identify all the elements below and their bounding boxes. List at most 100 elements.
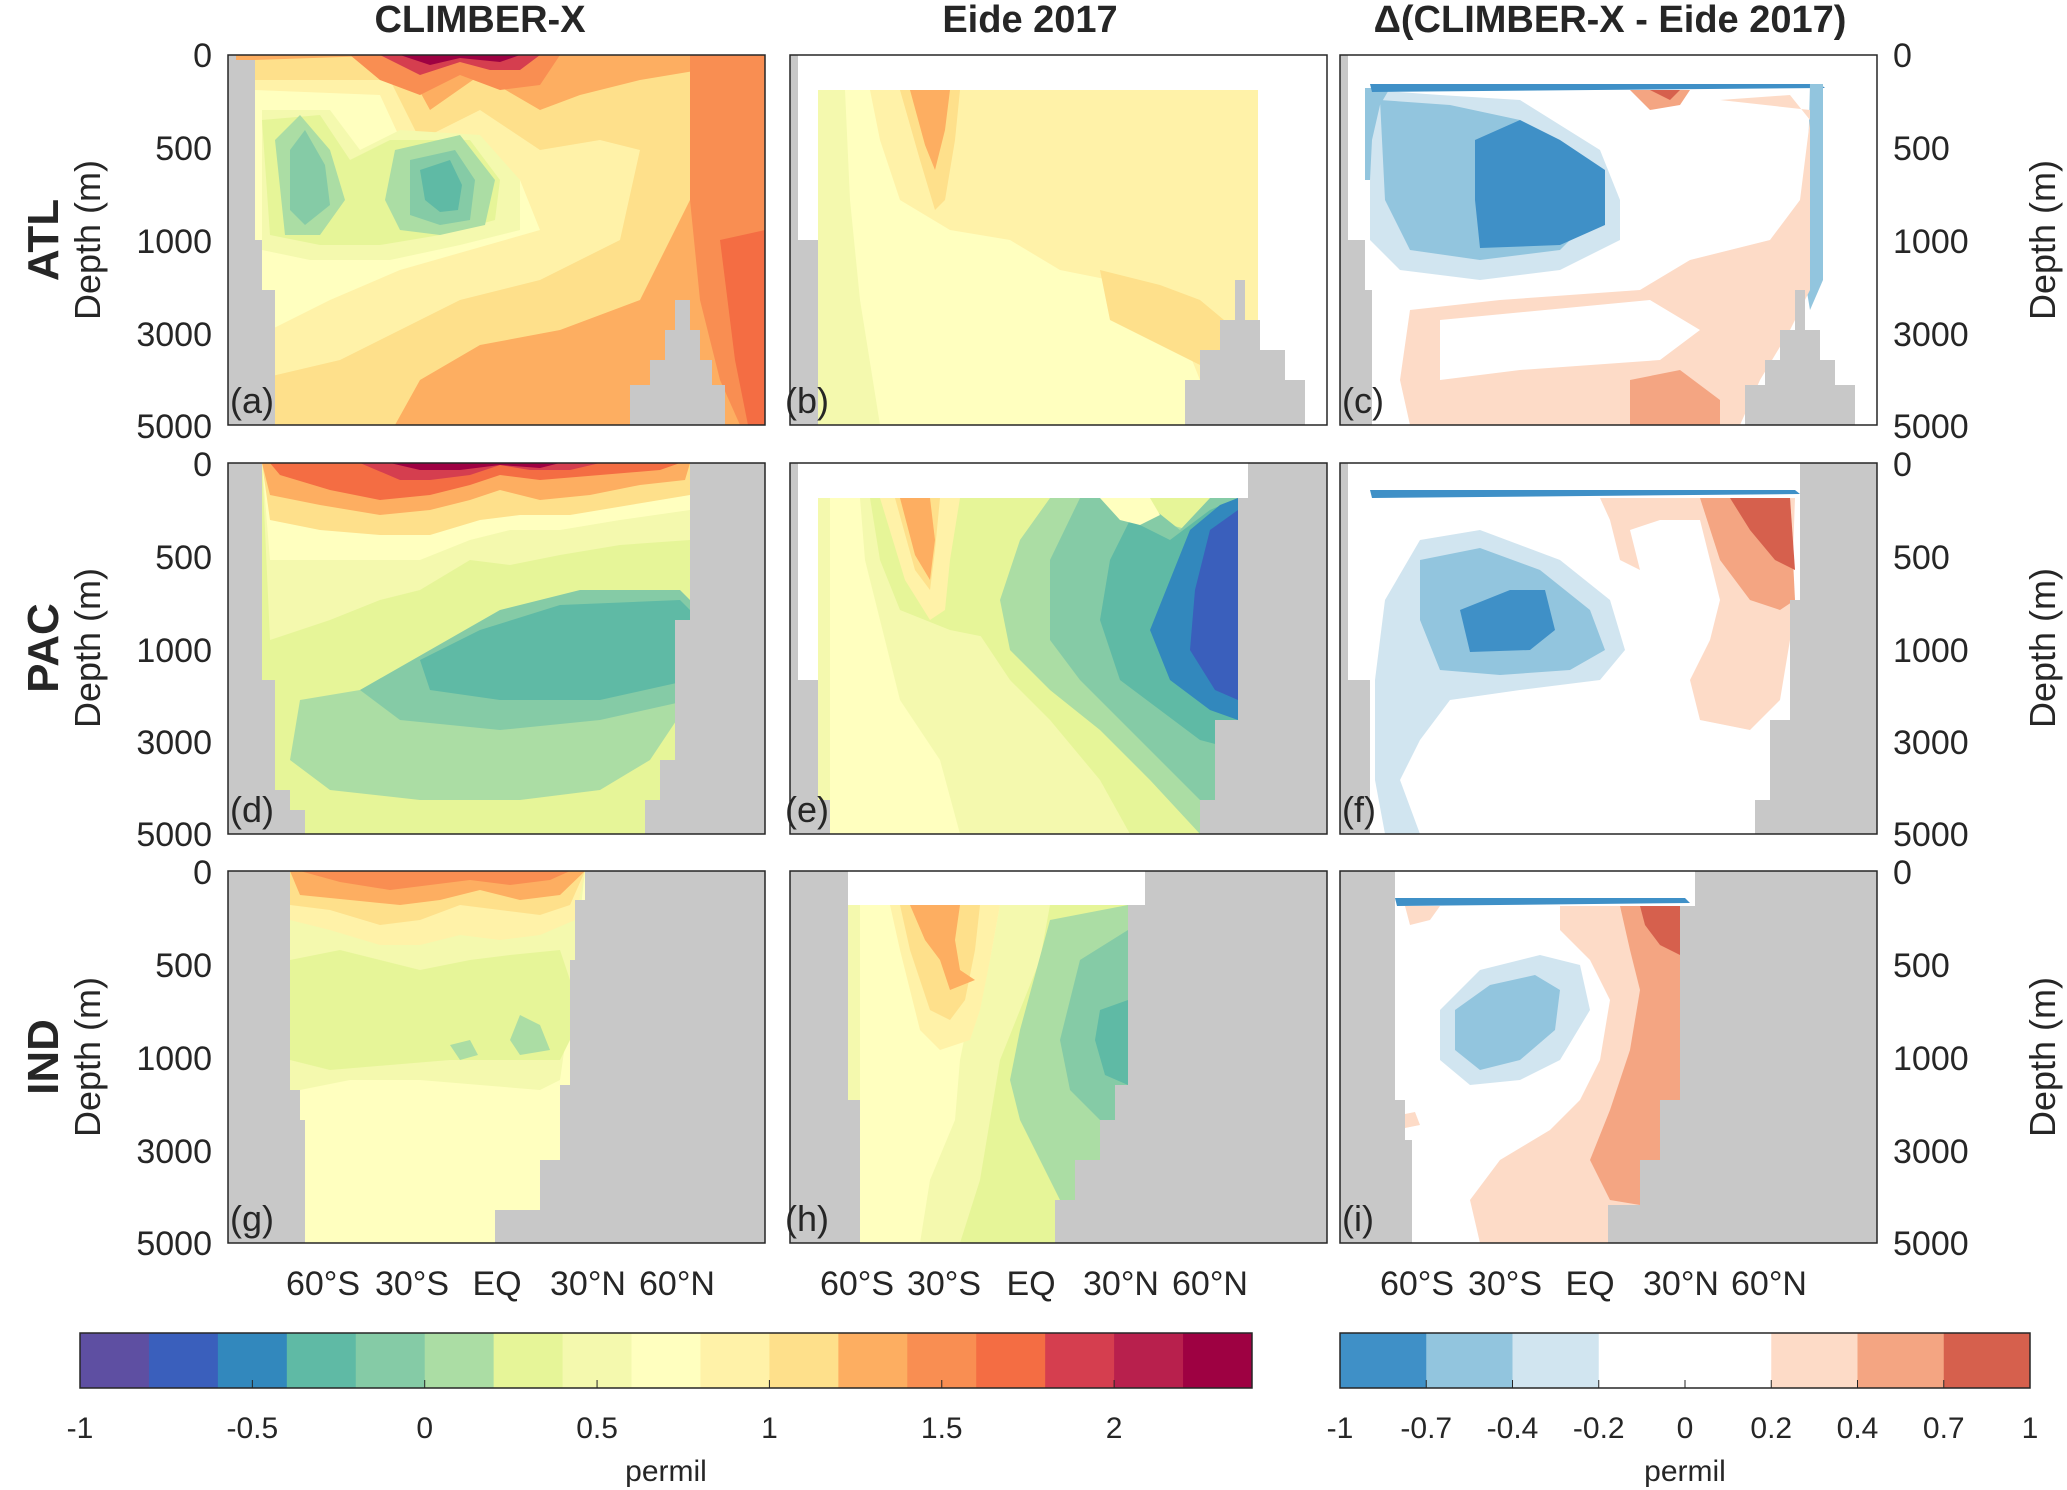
- colorbar-main-swatch: [769, 1333, 839, 1388]
- y-tick-label: 0: [193, 446, 212, 484]
- y-tick-label: 1000: [136, 1040, 212, 1078]
- panel-c: [1340, 55, 1877, 425]
- y-ticks-row3-right: 0 500 1000 3000 5000: [1893, 854, 1969, 1263]
- x-tick-label: 30°S: [907, 1265, 981, 1303]
- y-ticks-row1-left: 0 500 1000 3000 5000: [136, 37, 212, 446]
- colorbar-main-swatch: [700, 1333, 770, 1388]
- panel-f-surface-line: [1370, 490, 1800, 498]
- colorbar-difference-swatch: [1340, 1333, 1427, 1388]
- panel-b-contour-f4f9ae: [818, 90, 880, 425]
- panel-b-contour-ffffbf: [818, 90, 1200, 425]
- y-ticks-row1-right: 0 500 1000 3000 5000: [1893, 37, 1969, 446]
- y-axis-label-left-ind: Depth (m): [67, 977, 108, 1137]
- panel-h-contour-fee08b: [900, 905, 980, 1020]
- colorbar-main-swatch: [838, 1333, 908, 1388]
- y-tick-label: 1000: [1893, 1040, 1969, 1078]
- y-axis-label-right-atl: Depth (m): [2022, 160, 2063, 320]
- panel-e-frame: [789, 462, 1328, 835]
- colorbar-main-swatch: [424, 1333, 495, 1388]
- colorbar-difference-label: permil: [1644, 1455, 1726, 1488]
- panel-e-contour-ffffbf: [830, 498, 960, 834]
- panel-a-contour-9e0142: [400, 55, 520, 65]
- y-tick-label: 0: [1893, 37, 1912, 75]
- colorbar-main-tick-label: -0.5: [227, 1412, 279, 1445]
- panel-label-h: (h): [785, 1198, 829, 1239]
- panel-d-land-south: [228, 463, 305, 834]
- panel-f-frame: [1339, 462, 1878, 835]
- panel-c-contour-92c5de-west: [1365, 88, 1390, 180]
- panel-i-frame: [1339, 870, 1878, 1244]
- colorbar-difference-swatch: [1598, 1333, 1686, 1388]
- colorbar-main-frame: [79, 1332, 1253, 1389]
- y-ticks-row2-left: 0 500 1000 3000 5000: [136, 446, 212, 854]
- y-axis-label-left-pac: Depth (m): [67, 568, 108, 728]
- y-tick-label: 5000: [1893, 816, 1969, 854]
- colorbar-main-swatch: [355, 1333, 426, 1388]
- colorbar-difference-tick-label: 1: [2022, 1412, 2039, 1445]
- colorbar-difference-swatch: [1943, 1333, 2031, 1388]
- y-tick-label: 3000: [136, 724, 212, 762]
- x-tick-label: 60°N: [1172, 1265, 1248, 1303]
- colorbar-main-swatch: [217, 1333, 288, 1388]
- y-tick-label: 3000: [1893, 1133, 1969, 1171]
- x-ticks-col2: 60°S 30°S EQ 30°N 60°N: [820, 1265, 1248, 1303]
- x-tick-label: 30°S: [1468, 1265, 1542, 1303]
- colorbar-main-tick-label: 0: [416, 1412, 433, 1445]
- colorbar-main-label: permil: [625, 1455, 707, 1488]
- panel-c-contour-d6604d-top: [1650, 90, 1680, 100]
- colorbar-main: [80, 1333, 1253, 1388]
- x-tick-label: EQ: [1565, 1265, 1614, 1303]
- y-ticks-row2-right: 0 500 1000 3000 5000: [1893, 446, 1969, 854]
- y-tick-label: 500: [155, 947, 212, 985]
- row-title-pac: PAC Depth (m): [19, 568, 108, 728]
- row-label-ind: IND: [19, 1019, 68, 1095]
- colorbar-difference: [1340, 1333, 2031, 1388]
- colorbar-difference-tick-label: 0.2: [1750, 1412, 1792, 1445]
- colorbar-main-swatch: [1045, 1333, 1115, 1388]
- row-title-ind: IND Depth (m): [19, 977, 108, 1137]
- colorbar-difference-swatch: [1771, 1333, 1858, 1388]
- colorbar-difference-tick-label: 0.4: [1837, 1412, 1879, 1445]
- panel-f-land-south: [1340, 463, 1370, 834]
- x-tick-label: 60°S: [286, 1265, 360, 1303]
- panel-label-g: (g): [230, 1198, 274, 1239]
- panel-g: [228, 871, 765, 1243]
- panel-i-land-north: [1608, 871, 1877, 1243]
- panel-b: [790, 55, 1327, 425]
- y-ticks-row3-left: 0 500 1000 3000 5000: [136, 854, 212, 1263]
- y-tick-label: 500: [1893, 539, 1950, 577]
- panel-label-a: (a): [230, 380, 274, 421]
- panel-b-contour-fee08b-deep: [1100, 270, 1230, 380]
- panel-h-contour-85cba6: [1060, 930, 1128, 1130]
- panel-e-contour-fdae61: [900, 498, 935, 580]
- y-tick-label: 0: [193, 854, 212, 892]
- panel-d: [228, 463, 765, 834]
- y-tick-label: 5000: [1893, 408, 1969, 446]
- y-tick-label: 5000: [136, 1225, 212, 1263]
- panel-c-frame: [1339, 54, 1878, 426]
- y-tick-label: 3000: [1893, 316, 1969, 354]
- colorbar-main-tick-label: -1: [67, 1412, 94, 1445]
- y-tick-label: 5000: [136, 816, 212, 854]
- panel-h-contour-5fbaa5: [1095, 1000, 1128, 1085]
- panel-d-contour-5fbaa5: [420, 600, 690, 700]
- y-tick-label: 500: [155, 130, 212, 168]
- panel-label-b: (b): [785, 380, 829, 421]
- panel-f-contour-d6604d: [1730, 498, 1795, 570]
- panel-i-contour-92c5de: [1455, 975, 1560, 1070]
- row-title-atl: ATL Depth (m): [19, 160, 108, 320]
- y-tick-label: 1000: [136, 632, 212, 670]
- panel-g-contour-abdda4: [450, 1015, 550, 1060]
- panel-g-contour-f98e52: [300, 871, 570, 890]
- column-title-eide: Eide 2017: [942, 0, 1117, 41]
- colorbar-main-swatch: [286, 1333, 357, 1388]
- colorbar-main-swatch: [148, 1333, 219, 1388]
- row-label-pac: PAC: [19, 603, 68, 693]
- panel-e: [790, 463, 1327, 834]
- colorbar-difference-swatch: [1857, 1333, 1945, 1388]
- x-tick-label: 30°N: [1083, 1265, 1159, 1303]
- panel-b-contour-fdae61: [910, 90, 950, 170]
- colorbar-difference-tick-label: -0.7: [1400, 1412, 1452, 1445]
- panel-a-frame: [227, 54, 766, 426]
